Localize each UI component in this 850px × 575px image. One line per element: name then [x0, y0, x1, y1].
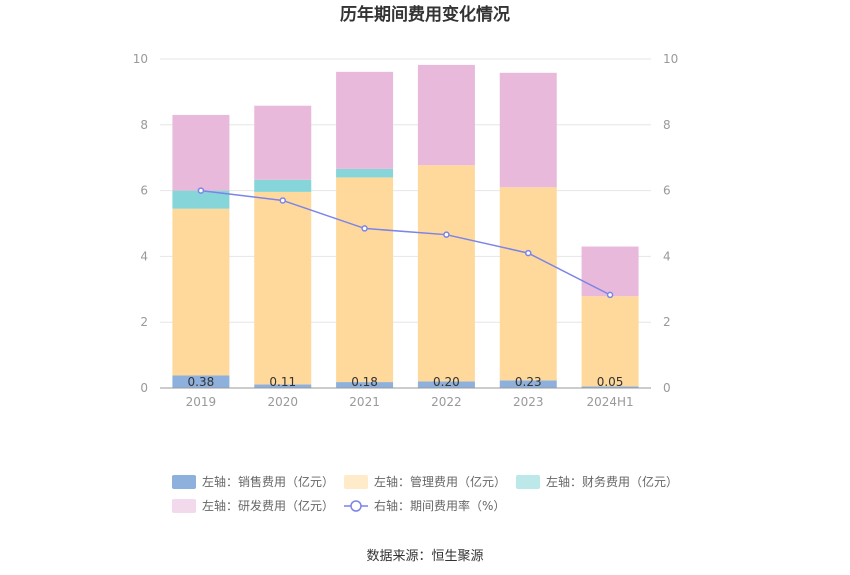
- x-tick-label: 2019: [186, 395, 217, 409]
- bar-segment: [336, 71, 394, 169]
- bar-segment: [417, 64, 475, 166]
- data-label: 0.38: [188, 375, 215, 389]
- data-label: 0.20: [433, 375, 460, 389]
- rate-point: [279, 197, 286, 204]
- left-axis-tick-label: 0: [140, 381, 148, 395]
- bar-segment: [254, 105, 312, 180]
- legend-swatch: [516, 475, 540, 489]
- bar-segment: [499, 72, 557, 188]
- bar-segment: [581, 246, 639, 297]
- bar-segment: [254, 191, 312, 385]
- bar-segment: [172, 190, 230, 209]
- chart-title: 历年期间费用变化情况: [340, 4, 510, 25]
- legend-swatch: [172, 499, 196, 513]
- right-axis-tick-label: 6: [663, 184, 671, 198]
- bar-segment: [254, 384, 312, 388]
- data-label: 0.11: [269, 375, 296, 389]
- legend-swatch: [344, 475, 368, 489]
- x-tick-label: 2022: [431, 395, 462, 409]
- right-axis-tick-label: 10: [663, 52, 678, 66]
- right-axis: 0 2 4 6 8 10: [663, 52, 678, 395]
- left-axis-tick-label: 10: [133, 52, 148, 66]
- legend-marker-icon: [350, 500, 362, 512]
- legend-label: 左轴：财务费用（亿元）: [546, 474, 678, 489]
- rate-point: [361, 225, 368, 232]
- left-axis-tick-label: 6: [140, 184, 148, 198]
- data-label: 0.18: [351, 375, 378, 389]
- bar-segment: [336, 177, 394, 383]
- rate-point: [606, 291, 614, 299]
- line-series: [197, 187, 614, 299]
- bar-segment: [499, 380, 557, 388]
- x-tick-label: 2020: [267, 395, 298, 409]
- right-axis-tick-label: 8: [663, 118, 671, 132]
- legend-swatch: [172, 475, 196, 489]
- left-axis-tick-label: 8: [140, 118, 148, 132]
- bar-segment: [499, 187, 557, 381]
- data-label: 0.23: [515, 375, 542, 389]
- left-axis-tick-label: 4: [140, 249, 148, 263]
- rate-point: [443, 231, 450, 238]
- bar-segment: [172, 375, 230, 388]
- legend-label: 右轴：期间费用率（%）: [374, 498, 505, 513]
- legend-label: 左轴：销售费用（亿元）: [202, 474, 334, 489]
- data-label: 0.05: [597, 375, 624, 389]
- rate-point: [197, 187, 205, 194]
- bar-segment: [581, 296, 639, 387]
- x-tick-label: 2023: [513, 395, 544, 409]
- x-axis: 2019 2020 2021 2022 2023 2024H1: [160, 387, 651, 409]
- x-tick-label: 2021: [349, 395, 380, 409]
- bar-segment: [336, 382, 394, 388]
- bar-series: 0.38 0.11 0.18 0.20 0.23 0.05: [172, 64, 639, 389]
- right-axis-tick-label: 0: [663, 381, 671, 395]
- legend-label: 左轴：研发费用（亿元）: [202, 498, 334, 513]
- bar-segment: [417, 381, 475, 388]
- rate-point: [525, 249, 532, 257]
- bar-segment: [254, 179, 312, 192]
- bar-segment: [336, 168, 394, 178]
- bar-segment: [172, 114, 230, 191]
- source-note: 数据来源：恒生聚源: [366, 549, 483, 564]
- left-axis-tick-label: 2: [140, 315, 148, 329]
- bar-segment: [172, 208, 230, 376]
- rate-line: [200, 189, 611, 296]
- legend-label: 左轴：管理费用（亿元）: [374, 474, 506, 489]
- right-axis-tick-label: 4: [663, 249, 671, 263]
- right-axis-tick-label: 2: [663, 315, 671, 329]
- grid-lines: [160, 58, 651, 389]
- left-axis: 0 2 4 6 8 10: [133, 52, 148, 395]
- x-tick-label: 2024H1: [586, 395, 633, 409]
- legend[interactable]: 左轴：销售费用（亿元） 左轴：管理费用（亿元） 左轴：财务费用（亿元） 左轴：研发费用…: [172, 474, 678, 513]
- bar-segment: [581, 386, 639, 388]
- bar-segment: [417, 165, 475, 382]
